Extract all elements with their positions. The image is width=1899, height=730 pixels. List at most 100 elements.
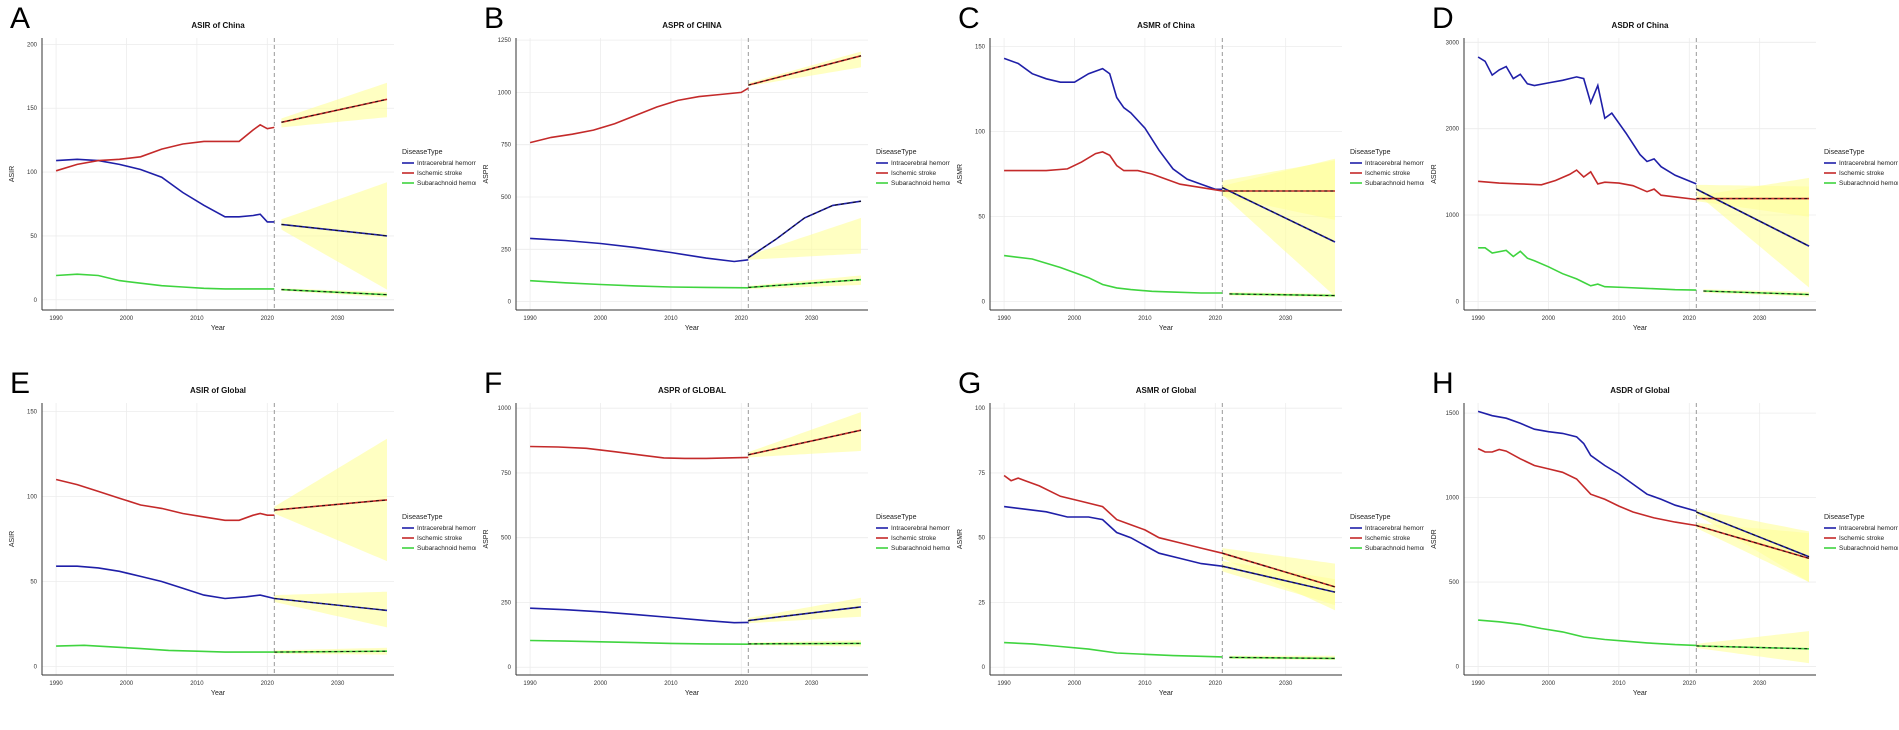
x-tick-label: 2030 [331, 316, 345, 322]
series-line-historical [530, 445, 749, 460]
chart-panel-e: E ASIR of Global 0 50 100 150 1990 2000 2010 2020… [9, 367, 476, 697]
legend-entry: Intracerebral hemorrhage [891, 525, 950, 532]
series-line-forecast-dash [748, 606, 862, 622]
series-line-forecast-dash [1222, 552, 1336, 588]
series-line-forecast-dash [748, 279, 862, 288]
legend-entry: Ischemic stroke [891, 170, 937, 177]
y-tick-label: 0 [1456, 299, 1460, 305]
series-line-historical [530, 237, 749, 263]
y-tick-label: 1000 [498, 90, 512, 96]
y-tick-label: 0 [508, 300, 512, 306]
x-tick-label: 2010 [1138, 681, 1152, 687]
chart-panel-a: A ASIR of China 0 50 100 150 200 1990 2000 2010 20… [9, 2, 476, 332]
panel-letter: F [484, 367, 502, 400]
series-line-historical [529, 87, 749, 144]
legend-entry: Subarachnoid hemorrhage [1365, 180, 1424, 187]
x-tick-label: 2020 [1683, 316, 1697, 322]
x-tick-label: 2010 [664, 316, 678, 322]
x-tick-label: 1990 [1471, 316, 1485, 322]
x-tick-label: 2020 [1683, 681, 1697, 687]
chart-title: ASPR of CHINA [662, 21, 722, 30]
x-tick-label: 2030 [1279, 681, 1293, 687]
x-tick-label: 2010 [190, 316, 204, 322]
x-tick-label: 1990 [997, 316, 1011, 322]
series-line-forecast-dash [748, 429, 862, 456]
chart-title: ASMR of China [1137, 21, 1195, 30]
y-tick-label: 0 [34, 665, 38, 671]
confidence-band [748, 412, 861, 458]
legend-title: DiseaseType [402, 149, 443, 156]
x-tick-label: 2000 [120, 316, 134, 322]
series-line-forecast-dash [1696, 511, 1810, 558]
series-line-historical [55, 123, 275, 172]
x-tick-label: 2000 [1068, 681, 1082, 687]
legend-title: DiseaseType [402, 514, 443, 521]
y-tick-label: 100 [27, 495, 38, 501]
confidence-band [274, 438, 387, 562]
panel-letter: H [1432, 367, 1454, 400]
x-tick-label: 1990 [523, 681, 537, 687]
y-axis-label: ASPR [483, 164, 490, 183]
confidence-band [1696, 523, 1809, 583]
series-line-historical [1004, 254, 1223, 294]
y-axis-label: ASPR [483, 529, 490, 548]
y-tick-label: 500 [1449, 580, 1460, 586]
panel-letter: G [958, 367, 981, 400]
x-axis-label: Year [211, 690, 226, 697]
x-axis-label: Year [1633, 325, 1648, 332]
y-tick-label: 50 [978, 536, 985, 542]
legend-entry: Subarachnoid hemorrhage [1839, 180, 1898, 187]
x-tick-label: 2000 [594, 681, 608, 687]
legend-entry: Ischemic stroke [891, 535, 937, 542]
legend-entry: Subarachnoid hemorrhage [1839, 545, 1898, 552]
y-tick-label: 750 [501, 471, 512, 477]
series-line-forecast-dash [748, 200, 862, 259]
legend-entry: Ischemic stroke [417, 170, 463, 177]
confidence-band [274, 591, 387, 628]
series-line-historical [530, 607, 749, 624]
series-line-forecast-dash [274, 499, 388, 511]
x-tick-label: 2030 [1753, 681, 1767, 687]
legend-title: DiseaseType [876, 514, 917, 521]
chart-panel-h: H ASDR of Global 0 500 1000 1500 1990 2000 2010 2… [1431, 367, 1898, 697]
y-tick-label: 150 [27, 106, 38, 112]
x-tick-label: 2000 [1068, 316, 1082, 322]
x-tick-label: 2000 [120, 681, 134, 687]
legend-title: DiseaseType [1350, 149, 1391, 156]
series-line-historical [56, 565, 275, 600]
y-tick-label: 1000 [1446, 496, 1460, 502]
x-tick-label: 2010 [1612, 316, 1626, 322]
y-tick-label: 1250 [498, 38, 512, 44]
series-line-historical [1003, 57, 1223, 191]
series-line-forecast-dash [281, 98, 388, 123]
series-line-historical [1478, 619, 1697, 647]
y-tick-label: 150 [27, 410, 38, 416]
legend-entry: Subarachnoid hemorrhage [891, 545, 950, 552]
panel-letter: C [958, 2, 980, 35]
series-line-forecast [1229, 656, 1336, 660]
y-tick-label: 1000 [1446, 213, 1460, 219]
x-tick-label: 2020 [261, 316, 275, 322]
x-tick-label: 2010 [190, 681, 204, 687]
series-line-historical [1477, 410, 1697, 512]
chart-title: ASIR of China [191, 21, 245, 30]
series-line-historical [530, 279, 749, 289]
legend-entry: Ischemic stroke [1839, 170, 1885, 177]
chart-panel-c: C ASMR of China 0 50 100 150 1990 2000 2010 2020 2… [957, 2, 1424, 332]
y-tick-label: 50 [30, 580, 37, 586]
y-tick-label: 0 [982, 665, 986, 671]
x-tick-label: 2030 [1279, 316, 1293, 322]
y-tick-label: 500 [501, 195, 512, 201]
legend-entry: Subarachnoid hemorrhage [417, 545, 476, 552]
series-line-forecast [1229, 293, 1336, 297]
y-tick-label: 3000 [1446, 40, 1460, 46]
x-tick-label: 1990 [49, 316, 63, 322]
confidence-band [281, 82, 387, 128]
series-line-forecast-dash [274, 650, 388, 653]
series-line-forecast-dash [748, 642, 862, 645]
legend-title: DiseaseType [1350, 514, 1391, 521]
legend-entry: Ischemic stroke [1365, 170, 1411, 177]
legend-title: DiseaseType [876, 149, 917, 156]
x-axis-label: Year [211, 325, 226, 332]
